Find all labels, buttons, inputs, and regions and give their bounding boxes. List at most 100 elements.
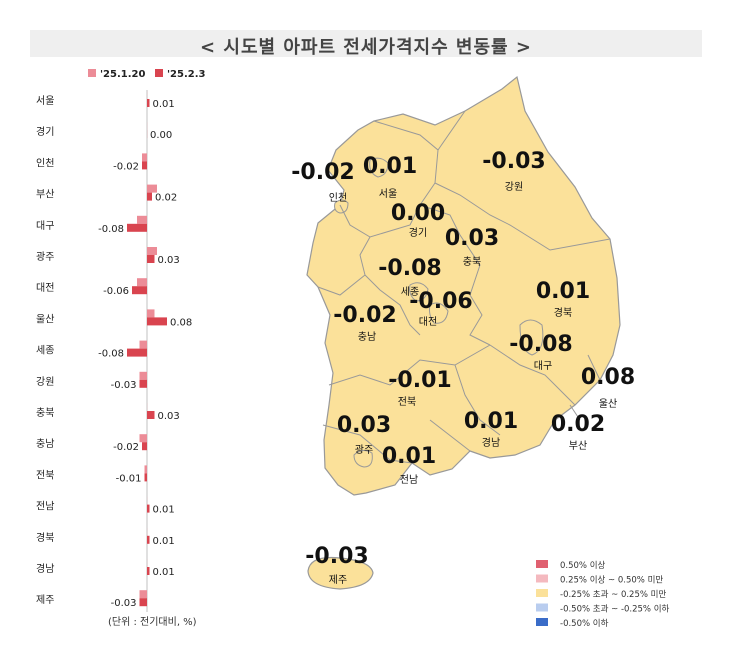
bar-prev: [142, 153, 147, 162]
map-borders: [317, 110, 611, 468]
map-region-name: 경북: [554, 306, 572, 319]
map-region-name: 세종: [401, 286, 419, 298]
data-label: 0.01: [153, 99, 175, 110]
category-label: 강원: [36, 376, 54, 388]
legend-swatch: [88, 69, 96, 77]
map-value: -0.03: [482, 149, 545, 174]
bar-curr: [147, 535, 150, 544]
chart-title: < 시도별 아파트 전세가격지수 변동률 >: [200, 37, 532, 58]
bar-prev: [147, 309, 155, 318]
bar-curr: [144, 473, 147, 482]
data-label: 0.01: [153, 505, 175, 516]
bar-curr: [139, 379, 147, 388]
bar-curr: [132, 286, 147, 295]
map-legend-swatch: [536, 560, 548, 568]
category-label: 경남: [36, 562, 54, 575]
category-label: 대전: [36, 282, 54, 294]
data-label: 0.01: [153, 536, 175, 547]
bar-curr: [147, 192, 152, 201]
map-legend-swatch: [536, 574, 548, 583]
bar-curr: [139, 598, 147, 607]
category-label: 제주: [36, 594, 54, 606]
map-value: -0.02: [333, 303, 396, 328]
map-value: -0.03: [305, 544, 368, 569]
category-label: 서울: [36, 95, 54, 107]
map-region-name: 경남: [482, 436, 500, 449]
data-label: -0.03: [111, 380, 137, 391]
map-region-jeju: [307, 556, 374, 590]
bar-prev: [139, 590, 147, 599]
map-value: -0.08: [378, 256, 441, 281]
map-region-name: 전북: [398, 396, 416, 408]
map-value: 0.08: [581, 365, 635, 390]
map-value: 0.01: [536, 279, 590, 304]
map-region-name: 충남: [358, 331, 376, 343]
category-label: 전남: [36, 501, 54, 513]
map-value: 0.01: [363, 154, 417, 179]
data-label: -0.02: [113, 442, 139, 453]
bar-curr: [147, 504, 150, 513]
bar-curr: [142, 161, 147, 170]
data-label: -0.06: [103, 286, 129, 297]
bar-curr: [147, 255, 155, 263]
map-value: -0.08: [509, 332, 572, 357]
map-region-name: 울산: [599, 398, 617, 410]
data-label: 0.08: [170, 317, 192, 328]
category-label: 경북: [36, 531, 54, 544]
bar-curr: [147, 317, 167, 326]
data-label: 0.00: [150, 130, 172, 141]
data-label: 0.01: [153, 567, 175, 578]
map-value: -0.01: [388, 368, 451, 393]
bar-prev: [137, 278, 147, 287]
map-legend-label: 0.50% 이상: [560, 560, 606, 571]
category-label: 광주: [36, 251, 54, 263]
map-legend-swatch: [536, 618, 548, 626]
map-legend-label: 0.25% 이상 ~ 0.50% 미만: [560, 575, 663, 586]
map-value: 0.01: [464, 409, 518, 434]
map-value: 0.02: [551, 412, 605, 437]
map-value: -0.02: [291, 160, 354, 185]
map-value: 0.03: [337, 413, 391, 438]
category-label: 전북: [36, 469, 54, 481]
bar-prev: [137, 215, 147, 224]
map-value: -0.06: [409, 289, 472, 314]
data-label: 0.03: [158, 411, 180, 422]
data-label: -0.03: [111, 598, 137, 609]
map-region-name: 전남: [400, 474, 418, 486]
category-label: 충북: [36, 407, 54, 419]
map-legend-label: -0.50% 이하: [560, 618, 609, 629]
map-legend-swatch: [536, 603, 548, 612]
map-region-name: 제주: [329, 574, 347, 586]
bar-prev: [139, 371, 147, 380]
regional-bar-chart: '25.1.20 '25.2.3 서울 0.01 경기 0.00 인천 -0.02 부산 0.02…: [36, 69, 206, 612]
data-label: -0.01: [116, 473, 142, 484]
bar-curr: [147, 411, 155, 419]
map-regions: [306, 75, 621, 590]
category-label: 충남: [36, 438, 54, 450]
map-region-name: 경기: [409, 226, 427, 239]
map-value: 0.01: [382, 444, 436, 469]
bar-prev: [147, 247, 157, 255]
map-region-mainland: [306, 75, 621, 496]
map-value: 0.00: [391, 201, 445, 226]
category-label: 세종: [36, 345, 54, 357]
data-label: 0.03: [158, 255, 180, 266]
bar-curr: [127, 348, 147, 357]
category-label: 대구: [36, 220, 54, 232]
bar-curr: [147, 99, 150, 107]
map-region-name: 대전: [419, 316, 437, 328]
map-legend: 0.50% 이상 0.25% 이상 ~ 0.50% 미만 -0.25% 초과 ~ 0…: [536, 560, 670, 629]
map-value: 0.03: [445, 226, 499, 251]
map-legend-swatch: [536, 589, 548, 597]
title-bar: < 시도별 아파트 전세가격지수 변동률 >: [30, 30, 702, 58]
data-label: 0.02: [155, 193, 177, 204]
bar-curr: [127, 223, 147, 232]
bar-prev: [147, 184, 157, 193]
map-region-name: 대구: [534, 360, 552, 372]
map-legend-label: -0.50% 초과 ~ -0.25% 이하: [560, 604, 670, 615]
bar-prev: [139, 434, 147, 443]
map-region-name: 충북: [463, 256, 481, 268]
data-label: -0.08: [98, 349, 124, 360]
